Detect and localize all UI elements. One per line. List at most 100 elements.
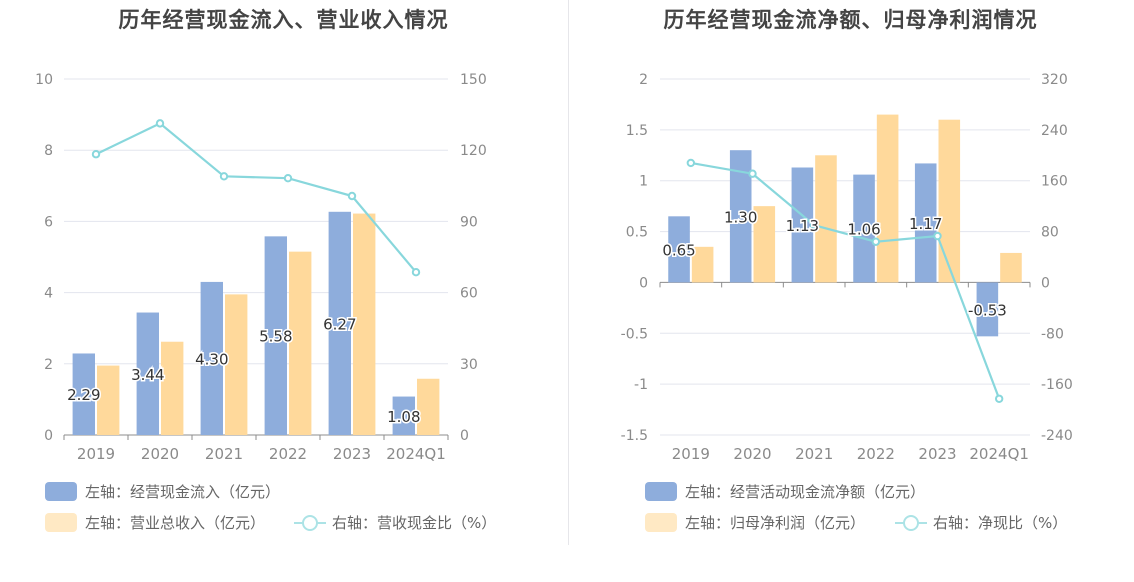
legend-label: 左轴：归母净利润（亿元） — [685, 514, 866, 532]
legend-line-marker-icon — [895, 513, 927, 533]
x-tick-label: 2024Q1 — [969, 445, 1029, 463]
y-right-tick-label: 320 — [1041, 72, 1068, 88]
bar-orange — [417, 378, 440, 435]
y-right-tick-label: -240 — [1041, 428, 1073, 444]
bar-orange — [97, 365, 120, 435]
x-tick-label: 2023 — [333, 445, 371, 463]
x-tick-label: 2019 — [77, 445, 115, 463]
x-tick-label: 2021 — [795, 445, 833, 463]
bar-orange — [876, 114, 899, 283]
y-right-tick-label: 240 — [1041, 123, 1068, 139]
bar-value-label: 1.08 — [387, 408, 420, 426]
left-chart-title: 历年经营现金流入、营业收入情况 — [118, 8, 449, 32]
legend-swatch-blue — [645, 482, 677, 501]
y-left-tick-label: 1.5 — [626, 123, 648, 139]
legend-swatch-blue — [45, 482, 77, 501]
y-right-tick-label: 80 — [1041, 225, 1059, 241]
bar-blue — [914, 163, 937, 283]
ratio-line — [690, 161, 1001, 400]
bar-blue — [853, 174, 875, 283]
bar-blue — [791, 167, 814, 283]
legend-label: 左轴：经营现金流入（亿元） — [85, 483, 281, 501]
legend-line-marker-icon — [294, 513, 326, 533]
bar-orange — [1000, 252, 1022, 283]
legend-item-net-cash-flow[interactable]: 左轴：经营活动现金流净额（亿元） — [645, 481, 925, 502]
y-left-tick-label: 4 — [44, 286, 53, 302]
y-left-tick-label: 6 — [44, 214, 53, 230]
y-left-tick-label: -0.5 — [621, 326, 648, 342]
legend-item-net-profit[interactable]: 左轴：归母净利润（亿元） — [645, 512, 865, 533]
ratio-line — [95, 122, 417, 273]
right-chart-title: 历年经营现金流净额、归母净利润情况 — [663, 8, 1038, 32]
bar-orange — [225, 294, 248, 435]
right-chart-plot: -1.5 -1 -0.5 0 0.5 1 1.5 2 -240 -160 -80 0 80 160 240 3… — [621, 72, 1073, 463]
x-tick-label: 2024Q1 — [386, 445, 446, 463]
y-left-tick-label: 0.5 — [626, 225, 648, 241]
bar-blue — [392, 396, 415, 435]
bar-value-label: 2.29 — [67, 386, 100, 404]
bar-value-label: -0.53 — [968, 301, 1007, 319]
bar-blue — [729, 150, 752, 283]
y-left-tick-label: 2 — [639, 72, 648, 88]
ratio-line-point — [411, 267, 421, 277]
bar-blue — [328, 211, 351, 435]
bar-orange — [691, 246, 714, 283]
legend-label: 右轴：营收现金比（%） — [332, 514, 497, 532]
ratio-line-point — [347, 191, 357, 201]
y-right-tick-label: -80 — [1041, 326, 1064, 342]
bar-orange — [161, 341, 184, 435]
bar-orange — [289, 251, 312, 435]
bar-orange — [353, 213, 376, 435]
bar-value-label: 6.27 — [323, 315, 356, 333]
right-chart-panel: 历年经营现金流净额、归母净利润情况 -1.5 -1 -0.5 0 0.5 1 1.5 2 -24… — [567, 0, 1134, 582]
y-right-tick-label: 0 — [1041, 275, 1050, 291]
x-tick-label: 2019 — [672, 445, 710, 463]
legend-swatch-orange — [45, 513, 77, 532]
bar-orange — [753, 206, 776, 283]
bar-blue — [72, 353, 95, 435]
bar-blue — [264, 236, 287, 435]
legend-item-ratio[interactable]: 右轴：营收现金比（%） — [294, 512, 496, 533]
legend-label: 右轴：净现比（%） — [933, 514, 1068, 532]
y-right-tick-label: 0 — [460, 428, 469, 444]
ratio-line-point — [871, 237, 881, 246]
ratio-line-point — [809, 221, 819, 230]
left-chart-plot: 0 2 4 6 8 10 0 30 60 90 120 150 2019 2020 2021 2022 2023… — [35, 72, 487, 463]
x-tick-label: 2021 — [205, 445, 243, 463]
bar-value-label: 1.06 — [847, 221, 880, 239]
bar-value-label: 3.44 — [131, 366, 164, 384]
ratio-line-point — [219, 172, 229, 181]
bar-value-label: 0.65 — [662, 241, 695, 259]
bar-value-label: 4.30 — [195, 350, 228, 368]
bar-blue — [668, 216, 690, 283]
ratio-line-point — [91, 150, 101, 159]
y-left-tick-label: -1 — [634, 377, 648, 393]
y-right-tick-label: 160 — [1041, 174, 1068, 190]
ratio-line-point — [994, 394, 1004, 403]
legend-item-cash-inflow[interactable]: 左轴：经营现金流入（亿元） — [45, 481, 280, 502]
bar-blue — [200, 281, 223, 435]
ratio-line-point — [686, 158, 696, 168]
bar-blue — [976, 282, 999, 337]
bar-value-label: 5.58 — [259, 328, 292, 346]
y-right-tick-label: 30 — [460, 357, 478, 373]
y-right-tick-label: -160 — [1041, 377, 1073, 393]
x-tick-label: 2023 — [918, 445, 956, 463]
bar-orange — [815, 155, 837, 283]
y-left-tick-label: -1.5 — [621, 428, 648, 444]
bar-blue — [136, 312, 159, 435]
legend-item-net-cash-ratio[interactable]: 右轴：净现比（%） — [895, 512, 1067, 533]
bar-value-label: 1.13 — [786, 217, 819, 235]
x-tick-label: 2020 — [141, 445, 179, 463]
y-left-tick-label: 10 — [35, 72, 53, 88]
y-left-tick-label: 0 — [44, 428, 53, 444]
y-left-tick-label: 1 — [639, 174, 648, 190]
y-right-tick-label: 60 — [460, 286, 478, 302]
ratio-line-point — [155, 119, 165, 128]
y-right-tick-label: 120 — [460, 143, 487, 159]
x-tick-label: 2022 — [857, 445, 895, 463]
x-tick-label: 2020 — [733, 445, 771, 463]
legend-item-revenue[interactable]: 左轴：营业总收入（亿元） — [45, 512, 265, 533]
y-left-tick-label: 0 — [639, 275, 648, 291]
bar-value-label: 1.30 — [724, 208, 757, 226]
